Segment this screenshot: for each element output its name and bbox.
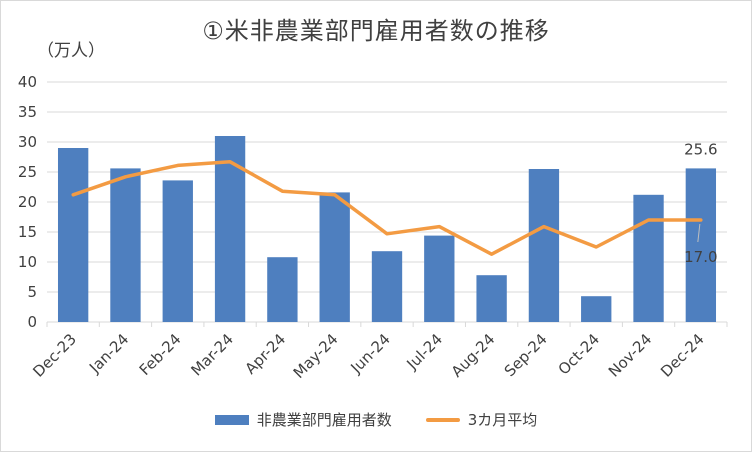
y-tick-label: 5 bbox=[27, 283, 37, 301]
data-label-line: 17.0 bbox=[684, 248, 717, 266]
legend-swatch-line bbox=[425, 417, 460, 422]
bar bbox=[685, 168, 717, 322]
x-tick-label: Sep-24 bbox=[501, 330, 551, 380]
bar bbox=[319, 192, 350, 322]
bar bbox=[57, 148, 89, 322]
x-tick-label: Aug-24 bbox=[448, 330, 499, 381]
y-tick-label: 20 bbox=[18, 193, 37, 211]
legend-swatch-bars bbox=[214, 414, 249, 425]
y-tick-label: 40 bbox=[18, 73, 37, 91]
bar bbox=[581, 296, 612, 322]
y-tick-label: 25 bbox=[18, 163, 37, 181]
x-tick-label: Apr-24 bbox=[241, 330, 289, 378]
bar bbox=[371, 251, 403, 322]
x-tick-label: Feb-24 bbox=[136, 330, 185, 379]
data-label-bar: 25.6 bbox=[684, 140, 717, 158]
legend-item-bars: 非農業部門雇用者数 bbox=[214, 409, 392, 430]
legend: 非農業部門雇用者数 3カ月平均 bbox=[1, 409, 751, 430]
chart-title: ①米非農業部門雇用者数の推移 bbox=[202, 17, 550, 45]
bar bbox=[633, 194, 664, 322]
bar bbox=[424, 235, 455, 322]
x-tick-label: Jan-24 bbox=[85, 330, 132, 377]
bar bbox=[267, 257, 298, 322]
x-tick-label: Jul-24 bbox=[403, 330, 447, 374]
legend-item-line: 3カ月平均 bbox=[425, 409, 538, 430]
y-tick-label: 30 bbox=[18, 133, 37, 151]
x-tick-label: Nov-24 bbox=[605, 330, 655, 380]
x-tick-label: Jun-24 bbox=[346, 330, 393, 377]
y-tick-label: 10 bbox=[18, 253, 37, 271]
legend-label-line: 3カ月平均 bbox=[467, 411, 538, 429]
y-tick-label: 35 bbox=[18, 103, 37, 121]
average-line bbox=[71, 160, 703, 256]
y-tick-label: 15 bbox=[18, 223, 37, 241]
x-tick-label: Mar-24 bbox=[188, 330, 237, 379]
legend-label-bars: 非農業部門雇用者数 bbox=[256, 411, 392, 429]
bar bbox=[476, 275, 507, 322]
bar bbox=[528, 169, 560, 322]
x-tick-label: Dec-24 bbox=[657, 330, 708, 381]
y-tick-label: 0 bbox=[27, 313, 37, 331]
x-tick-label: Oct-24 bbox=[555, 330, 603, 378]
bar bbox=[162, 180, 193, 322]
bar bbox=[110, 168, 141, 322]
x-tick-label: May-24 bbox=[290, 330, 342, 382]
x-tick-label: Dec-23 bbox=[29, 330, 80, 381]
data-label-leader bbox=[697, 223, 701, 243]
y-axis-unit-label: （万人） bbox=[37, 41, 105, 61]
